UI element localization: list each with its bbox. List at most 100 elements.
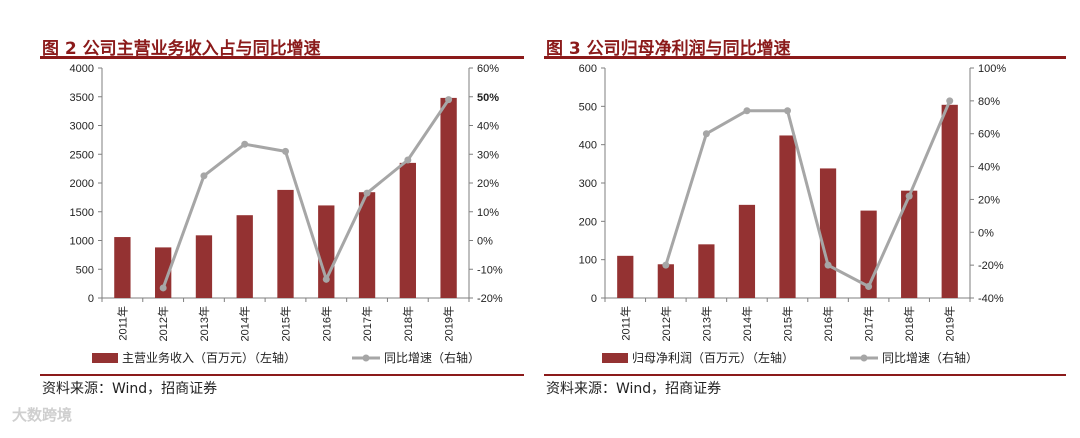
left-tick-label: 500: [76, 264, 94, 276]
source-rule: [544, 374, 1066, 376]
legend-bar-swatch: [92, 353, 118, 363]
right-tick-label: 80%: [978, 96, 1000, 108]
bar: [236, 215, 253, 298]
legend-bar-label: 归母净利润（百万元）（左轴）: [632, 350, 794, 365]
source-note: 资料来源：Wind，招商证券: [42, 381, 218, 397]
right-tick-label: -40%: [978, 293, 1004, 305]
right-tick-label: 40%: [978, 162, 1000, 174]
x-tick-label: 2019年: [943, 306, 957, 341]
right-tick-label: 60%: [978, 129, 1000, 141]
growth-point: [662, 261, 670, 269]
right-tick-label: -20%: [477, 293, 503, 305]
right-tick-label: 20%: [477, 178, 499, 190]
source-rule: [40, 374, 524, 376]
growth-point: [865, 283, 873, 290]
legend-bar-label: 主营业务收入（百万元）（左轴）: [122, 350, 296, 365]
left-tick-label: 200: [579, 216, 597, 228]
bar: [358, 192, 376, 298]
legend-line-marker: [860, 354, 868, 362]
right-tick-label: 40%: [477, 121, 499, 133]
right-tick-label: 50%: [477, 92, 499, 104]
bar: [195, 235, 213, 298]
left-tick-label: 3500: [70, 92, 94, 104]
bar: [738, 204, 756, 298]
growth-point: [404, 156, 412, 164]
growth-point: [241, 140, 249, 148]
x-tick-label: 2018年: [401, 306, 415, 341]
right-tick-label: 0%: [477, 236, 493, 248]
right-tick-label: 20%: [978, 194, 1000, 206]
legend-bar-swatch: [602, 353, 628, 363]
bar: [318, 205, 335, 298]
x-tick-label: 2011年: [618, 306, 632, 341]
source-note: 资料来源：Wind，招商证券: [546, 381, 722, 397]
bar: [819, 168, 837, 298]
growth-point: [363, 189, 371, 197]
growth-point: [905, 192, 913, 200]
left-tick-label: 0: [88, 293, 94, 305]
growth-line: [161, 98, 450, 289]
title-rule: [544, 56, 1066, 59]
right-tick-label: 100%: [978, 63, 1006, 75]
left-tick-label: 1500: [70, 207, 94, 219]
left-tick-label: 2000: [70, 178, 94, 190]
bar: [941, 104, 958, 298]
chart-title: 图 3 公司归母净利润与同比增速: [546, 39, 791, 59]
right-tick-label: -20%: [978, 260, 1004, 272]
bar: [901, 190, 918, 298]
x-tick-label: 2013年: [197, 306, 211, 341]
left-tick-label: 4000: [70, 63, 94, 75]
left-tick-label: 0: [591, 293, 597, 305]
chart-panel-profit: 图 3 公司归母净利润与同比增速 0 100 200 300 400 500 600 -40%…: [540, 0, 1070, 438]
left-tick-label: 3000: [70, 121, 94, 133]
growth-point: [946, 97, 954, 105]
left-tick-label: 100: [579, 255, 597, 267]
right-tick-label: 60%: [477, 63, 499, 75]
title-rule: [40, 56, 524, 59]
x-tick-label: 2015年: [781, 306, 795, 341]
chart-profit-svg: 0 100 200 300 400 500 600 -40% -20% 0% 20% 40% 60% 80…: [579, 63, 1007, 365]
right-tick-label: 0%: [978, 227, 994, 239]
right-tick-label: -10%: [477, 264, 503, 276]
growth-point: [784, 107, 791, 115]
growth-point: [282, 147, 289, 155]
growth-line: [664, 100, 952, 288]
growth-point: [743, 107, 751, 115]
bar: [155, 247, 172, 298]
growth-point: [159, 284, 167, 292]
growth-point: [200, 172, 208, 180]
growth-point: [702, 130, 710, 138]
chart-title: 图 2 公司主营业务收入占与同比增速: [42, 39, 321, 59]
left-tick-label: 300: [579, 178, 597, 190]
x-tick-label: 2015年: [279, 306, 293, 341]
x-tick-label: 2016年: [821, 306, 835, 341]
bar: [399, 162, 416, 298]
x-tick-label: 2018年: [902, 306, 916, 341]
chart-panel-revenue: 图 2 公司主营业务收入占与同比增速 0 500 1000 1500 2000 2500 3…: [0, 0, 530, 438]
bar: [617, 255, 634, 298]
bar: [114, 237, 131, 298]
left-tick-label: 500: [579, 101, 597, 113]
left-tick-label: 2500: [70, 149, 94, 161]
right-tick-label: 10%: [477, 207, 499, 219]
left-tick-label: 400: [579, 140, 597, 152]
legend-line-marker: [362, 354, 370, 362]
watermark-logo: 大数跨境: [12, 406, 73, 424]
left-tick-label: 600: [579, 63, 597, 75]
x-tick-label: 2013年: [699, 306, 713, 341]
chart-revenue-svg: 0 500 1000 1500 2000 2500 3000 3500 4000 -20% -10%…: [70, 63, 503, 365]
x-tick-label: 2012年: [659, 306, 673, 341]
right-tick-label: 30%: [477, 149, 499, 161]
left-tick-label: 1000: [70, 236, 94, 248]
x-tick-label: 2012年: [156, 306, 170, 341]
growth-point: [445, 96, 453, 104]
legend-line-label: 同比增速（右轴）: [384, 350, 480, 365]
x-tick-label: 2014年: [740, 306, 754, 341]
bar: [779, 135, 796, 298]
growth-point: [322, 275, 330, 283]
bar: [698, 244, 715, 298]
x-tick-label: 2017年: [862, 306, 876, 341]
x-tick-label: 2017年: [360, 306, 374, 341]
growth-point: [824, 261, 832, 269]
x-tick-label: 2014年: [238, 306, 252, 341]
